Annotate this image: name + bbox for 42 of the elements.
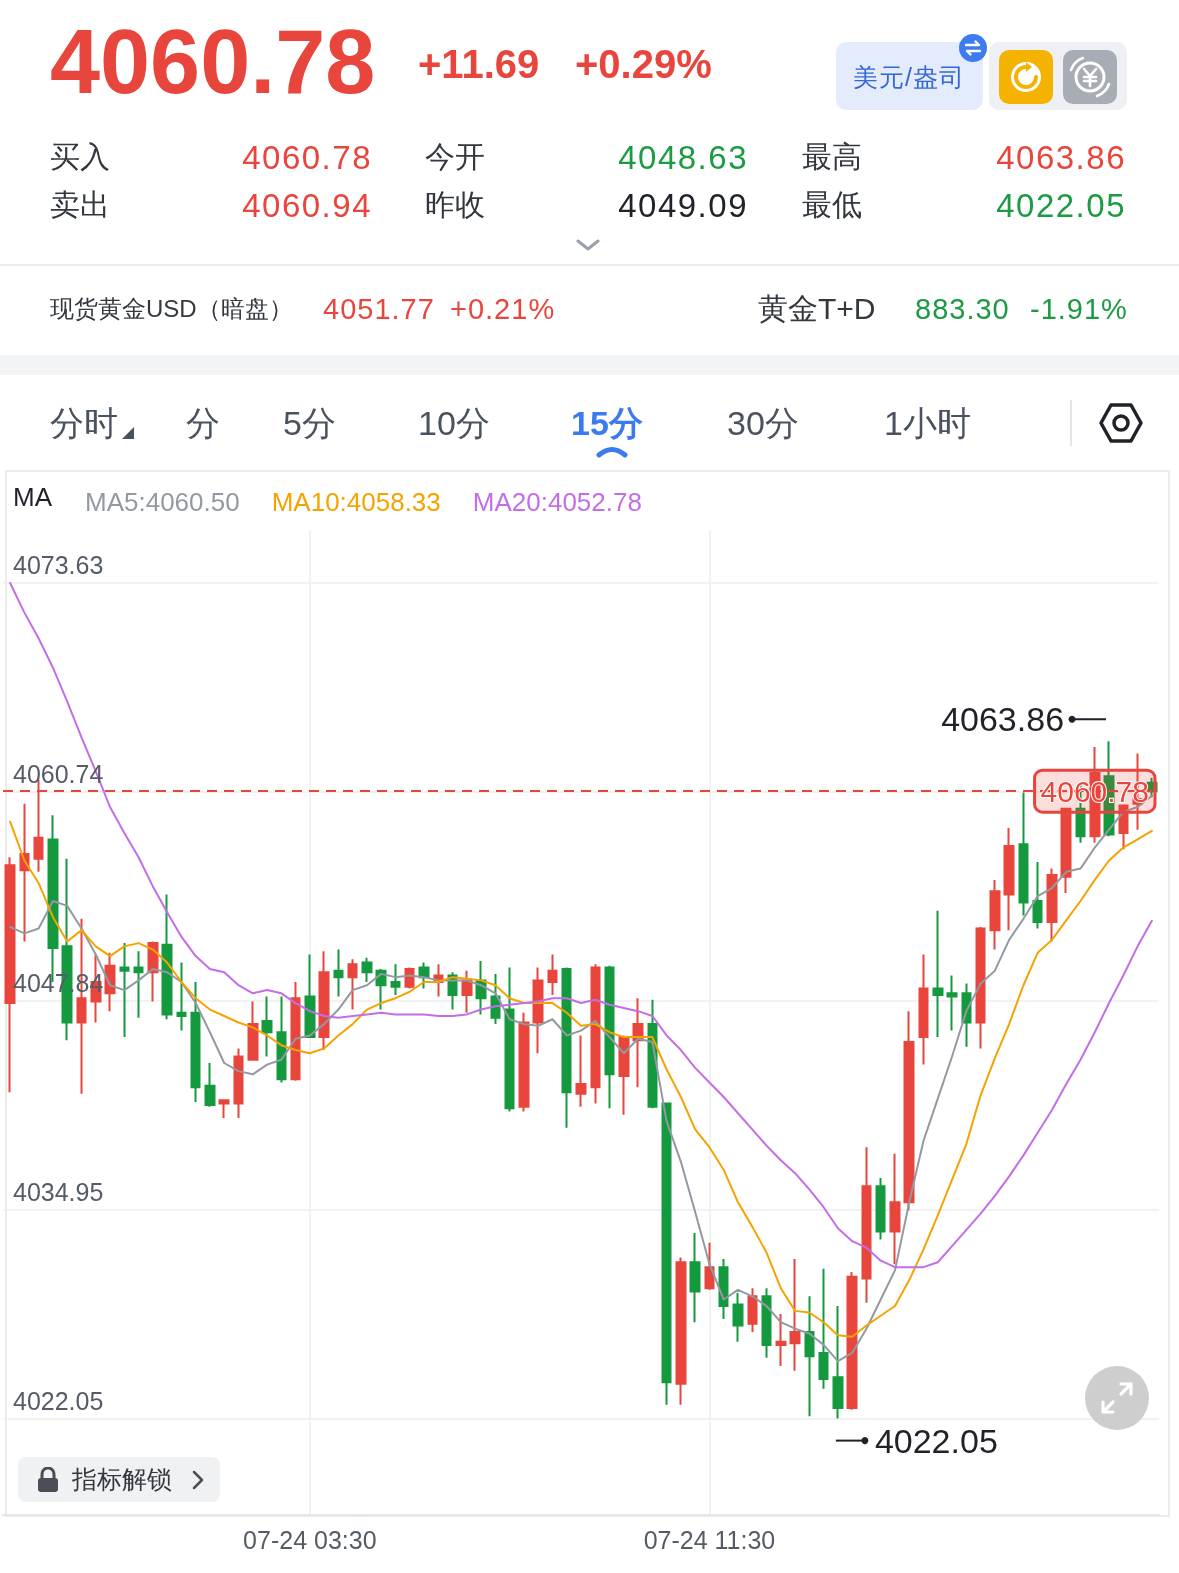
text: -1.91% bbox=[1030, 292, 1128, 325]
text: 4051.77 bbox=[323, 292, 435, 325]
text: 卖出 bbox=[50, 188, 110, 221]
text: MA20:4052.78 bbox=[472, 487, 642, 517]
text: 买入 bbox=[50, 140, 110, 173]
text: 昨收 bbox=[425, 188, 485, 221]
text: 883.30 bbox=[915, 292, 1010, 325]
text: 黄金T+D bbox=[758, 292, 876, 325]
text: 分 bbox=[186, 404, 220, 442]
text: 4060.78 bbox=[242, 138, 372, 176]
y-tick-label: 4022.05 bbox=[13, 1387, 104, 1416]
text: 现货黄金USD（暗盘） bbox=[50, 295, 293, 322]
text: 15分 bbox=[571, 404, 643, 442]
text: 4060.78 bbox=[50, 12, 376, 112]
text: 4048.63 bbox=[618, 138, 748, 176]
annotation: 指标解锁 bbox=[72, 1465, 172, 1493]
text: 4022.05 bbox=[996, 186, 1126, 224]
text: +0.29% bbox=[575, 42, 712, 86]
text: 最高 bbox=[802, 140, 862, 173]
legend-title: MA bbox=[13, 482, 53, 512]
text: 4060.94 bbox=[242, 186, 372, 224]
y-tick-label: 4034.95 bbox=[13, 1178, 104, 1207]
annotation: 4063.86 bbox=[941, 700, 1065, 739]
text: +0.21% bbox=[450, 292, 556, 325]
text: 5分 bbox=[283, 404, 336, 442]
text: 今开 bbox=[425, 140, 485, 173]
x-tick-label: 07-24 11:30 bbox=[643, 1525, 776, 1554]
y-tick-label: 4073.63 bbox=[13, 551, 104, 580]
annotation: 4022.05 bbox=[874, 1421, 998, 1460]
text: MA5:4060.50 bbox=[85, 487, 240, 517]
x-tick-label: 07-24 03:30 bbox=[243, 1525, 377, 1554]
text: 4049.09 bbox=[618, 186, 748, 224]
text: 美元/盎司 bbox=[853, 62, 965, 91]
text: 1小时 bbox=[884, 404, 971, 442]
text: 10分 bbox=[418, 404, 490, 442]
text: 分时 bbox=[50, 404, 118, 442]
text: MA10:4058.33 bbox=[271, 487, 441, 517]
text: 30分 bbox=[727, 404, 799, 442]
text: 4063.86 bbox=[996, 138, 1126, 176]
text: +11.69 bbox=[418, 42, 540, 86]
unlock-button: 指标解锁 bbox=[18, 1457, 220, 1502]
text: 最低 bbox=[802, 188, 862, 221]
